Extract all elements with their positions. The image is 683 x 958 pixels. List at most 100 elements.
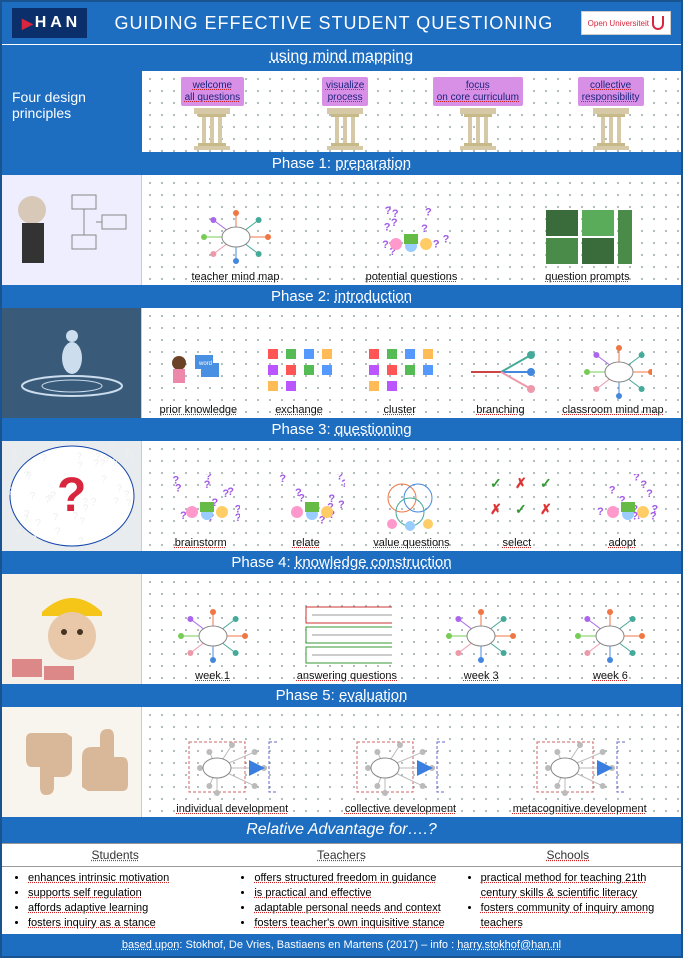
phase-row-4: individual development collective develo… <box>2 707 681 817</box>
thumb-graphic <box>355 738 445 800</box>
thumb-graphic <box>565 605 655 667</box>
svg-text:?: ? <box>443 233 450 245</box>
svg-text:?: ? <box>180 510 187 522</box>
phase-cell: collective development <box>345 738 456 815</box>
svg-text:?: ? <box>101 474 107 485</box>
phase-cell: teacher mind map <box>191 206 281 283</box>
advantage-title: Relative Advantage for….? <box>2 817 681 843</box>
credit-prefix: based upon <box>122 939 180 951</box>
triangle-icon: ▶ <box>22 15 33 32</box>
svg-text:?: ? <box>78 536 84 547</box>
pillar-3: collectiveresponsibility <box>551 77 671 150</box>
cell-label: relate <box>292 537 320 549</box>
thumb-graphic <box>436 605 526 667</box>
phase-cell: ???????????? relate <box>267 476 345 549</box>
svg-text:?: ? <box>57 469 86 522</box>
phase-content: individual development collective develo… <box>142 707 681 817</box>
cell-label: teacher mind map <box>192 271 280 283</box>
university-logo: Open Universiteit <box>581 11 671 35</box>
svg-text:✗: ✗ <box>515 476 527 491</box>
svg-text:?: ? <box>646 488 653 500</box>
credit-email: harry.stokhof@han.nl <box>457 939 561 951</box>
thumb-graphic: ? ? ?? ? ?? ? ? <box>535 738 625 800</box>
cell-label: answering questions <box>297 670 397 682</box>
svg-text:✓: ✓ <box>490 476 502 491</box>
phase-row-0: teacher mind map ???????????? potential q… <box>2 175 681 285</box>
svg-text:✓: ✓ <box>515 501 527 517</box>
pillar-0: welcomeall questions <box>152 77 272 150</box>
phase-cell: individual development <box>176 738 288 815</box>
phase-row-1: word prior knowledgeexchangecluster bran… <box>2 308 681 418</box>
phase-row-3: week 1 answering questions week 3 week 6 <box>2 574 681 684</box>
svg-text:?: ? <box>126 498 132 509</box>
phase-cell: week 6 <box>565 605 655 682</box>
phase-cell: branching <box>461 343 539 416</box>
svg-text:?: ? <box>426 207 433 219</box>
phase-side-image <box>2 308 142 418</box>
svg-text:?: ? <box>633 474 640 483</box>
phase-band-1: Phase 2: introduction <box>2 285 681 308</box>
phase-cell: week 3 <box>436 605 526 682</box>
cell-label: cluster <box>384 404 416 416</box>
phase-band-4: Phase 5: evaluation <box>2 684 681 707</box>
thumb-graphic: ✓✗✓✗✓✗ <box>478 476 556 534</box>
svg-text:?: ? <box>116 483 122 494</box>
cell-label: week 6 <box>593 670 628 682</box>
svg-text:?: ? <box>55 526 61 537</box>
svg-text:?: ? <box>30 491 36 502</box>
svg-text:?: ? <box>383 239 390 251</box>
subtitle: using mind mapping <box>2 44 681 71</box>
han-text: H A N <box>35 14 77 32</box>
cell-label: week 1 <box>195 670 230 682</box>
svg-text:?: ? <box>336 474 343 483</box>
principles-row: Four design principles welcomeall questi… <box>2 71 681 152</box>
phase-cell: ???????????? potential questions <box>366 206 458 283</box>
svg-text:?: ? <box>227 486 234 498</box>
header-bar: ▶ H A N GUIDING EFFECTIVE STUDENT QUESTI… <box>2 2 681 44</box>
adv-head: Teachers <box>228 844 454 867</box>
phase-content: week 1 answering questions week 3 week 6 <box>142 574 681 684</box>
thumb-graphic: ???????????? <box>162 476 240 534</box>
column-icon <box>192 108 232 150</box>
adv-point: fosters teacher's own inquisitive stance <box>254 916 446 931</box>
adv-head: Schools <box>455 844 681 867</box>
svg-text:?: ? <box>23 514 29 525</box>
phase-side-image <box>2 707 142 817</box>
phase-cell: value questions <box>372 476 450 549</box>
cell-label: potential questions <box>366 271 458 283</box>
svg-text:word: word <box>198 361 212 367</box>
adv-col: practical method for teaching 21th centu… <box>455 867 681 934</box>
svg-text:?: ? <box>597 506 604 518</box>
thumb-graphic <box>302 605 392 667</box>
phase-side-image: ????????????????????????????????????????… <box>2 441 142 551</box>
thumb-graphic: word <box>159 343 237 401</box>
svg-text:?: ? <box>385 206 392 217</box>
svg-text:?: ? <box>205 474 212 482</box>
cell-label: value questions <box>373 537 449 549</box>
svg-text:?: ? <box>295 487 302 499</box>
cell-label: metacognitive development <box>513 803 647 815</box>
adv-point: offers structured freedom in guidance <box>254 871 446 886</box>
thumb-graphic <box>372 476 450 534</box>
adv-col: offers structured freedom in guidanceis … <box>228 867 454 934</box>
phase-cell: ✓✗✓✗✓✗select <box>478 476 556 549</box>
phase-cell: exchange <box>260 343 338 416</box>
cell-label: collective development <box>345 803 456 815</box>
svg-text:?: ? <box>35 518 41 529</box>
credit-text: : Stokhof, De Vries, Bastiaens en Marten… <box>179 939 457 951</box>
svg-text:?: ? <box>41 453 47 464</box>
cell-label: classroom mind map <box>562 404 663 416</box>
advantage-points: enhances intrinsic motivationsupports se… <box>2 867 681 934</box>
svg-text:?: ? <box>338 499 345 511</box>
thumb-graphic <box>187 738 277 800</box>
svg-text:?: ? <box>31 535 37 546</box>
pillar-sign: welcomeall questions <box>181 77 245 106</box>
credit-bar: based upon: Stokhof, De Vries, Bastiaens… <box>2 934 681 956</box>
svg-text:?: ? <box>100 458 106 469</box>
svg-text:?: ? <box>392 208 399 220</box>
thumb-graphic: ???????????? <box>583 476 661 534</box>
phase-cell: question prompts <box>542 206 632 283</box>
thumb-graphic <box>461 343 539 401</box>
thumb-graphic: ???????????? <box>267 476 345 534</box>
svg-text:?: ? <box>433 238 440 250</box>
